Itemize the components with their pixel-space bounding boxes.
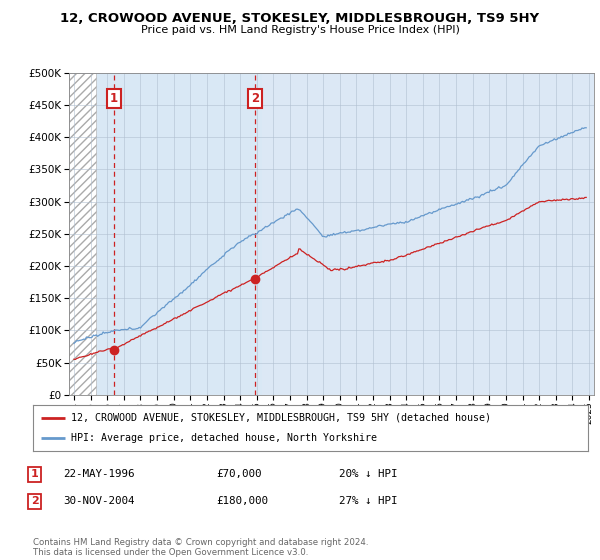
Text: 12, CROWOOD AVENUE, STOKESLEY, MIDDLESBROUGH, TS9 5HY (detached house): 12, CROWOOD AVENUE, STOKESLEY, MIDDLESBR… [71,413,491,423]
Text: £180,000: £180,000 [216,496,268,506]
Bar [69,73,95,395]
Text: 22-MAY-1996: 22-MAY-1996 [63,469,134,479]
Text: Contains HM Land Registry data © Crown copyright and database right 2024.
This d: Contains HM Land Registry data © Crown c… [33,538,368,557]
Text: 27% ↓ HPI: 27% ↓ HPI [339,496,397,506]
Bar [95,73,262,395]
Text: £70,000: £70,000 [216,469,262,479]
Text: HPI: Average price, detached house, North Yorkshire: HPI: Average price, detached house, Nort… [71,433,377,444]
Text: 2: 2 [31,496,38,506]
Text: 12, CROWOOD AVENUE, STOKESLEY, MIDDLESBROUGH, TS9 5HY: 12, CROWOOD AVENUE, STOKESLEY, MIDDLESBR… [61,12,539,25]
Text: 30-NOV-2004: 30-NOV-2004 [63,496,134,506]
Text: Price paid vs. HM Land Registry's House Price Index (HPI): Price paid vs. HM Land Registry's House … [140,25,460,35]
Text: 2: 2 [251,92,259,105]
Text: 1: 1 [109,92,118,105]
Text: 20% ↓ HPI: 20% ↓ HPI [339,469,397,479]
Text: 1: 1 [31,469,38,479]
